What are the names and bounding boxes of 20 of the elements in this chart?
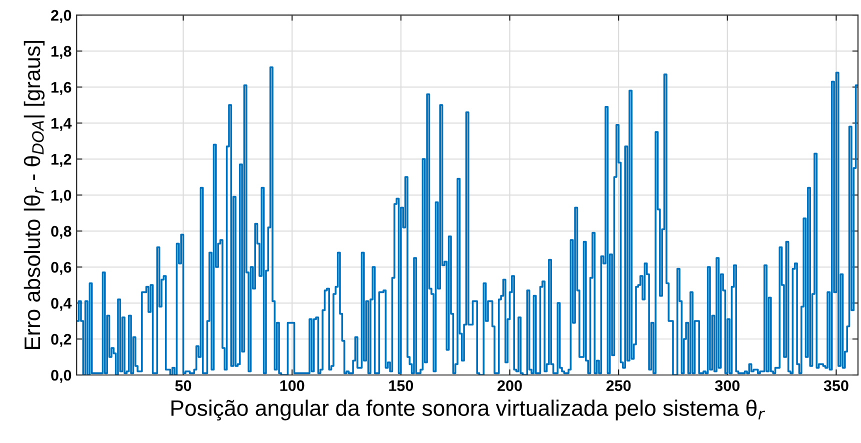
y-tick-label: 0,0 (51, 370, 72, 383)
x-tick-label: 350 (824, 380, 848, 392)
x-axis-title: Posição angular da fonte sonora virtualizada pelo sistema θ$_{r}$ (171, 400, 766, 420)
x-tick-label: 200 (498, 380, 522, 392)
y-tick-label: 0,4 (51, 298, 72, 311)
y-tick-label: 1,0 (51, 190, 72, 203)
y-tick-label: 1,2 (51, 154, 72, 167)
x-tick-label: 250 (606, 380, 631, 392)
y-axis-title: Erro absoluto |θ$_{r}$ - θ$_{DOA}$| [graus] (24, 41, 45, 349)
x-tick-label: 300 (715, 380, 740, 392)
y-tick-label: 0,6 (51, 262, 72, 275)
y-tick-label: 1,4 (51, 118, 72, 131)
y-tick-label: 0,2 (51, 334, 72, 347)
x-tick-label: 150 (389, 380, 414, 392)
y-tick-label: 2,0 (51, 10, 72, 23)
x-tick-label: 50 (175, 380, 192, 392)
x-tick-label: 100 (280, 380, 304, 392)
y-tick-label: 1,8 (51, 46, 72, 59)
y-tick-label: 1,6 (51, 82, 72, 95)
y-tick-label: 0,8 (51, 226, 72, 239)
